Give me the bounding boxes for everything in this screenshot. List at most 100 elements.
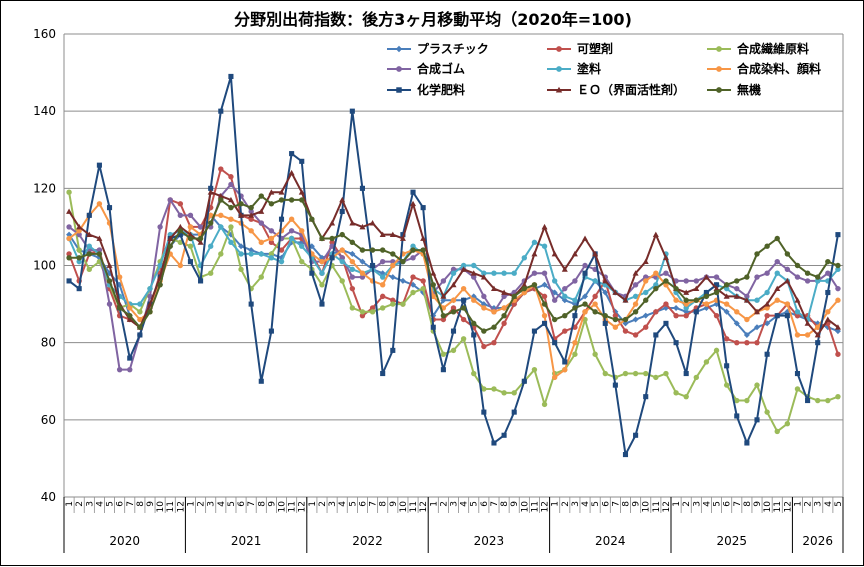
data-point bbox=[723, 282, 730, 288]
data-point bbox=[734, 397, 740, 404]
data-point bbox=[410, 247, 416, 253]
data-point bbox=[187, 235, 194, 242]
data-point bbox=[562, 359, 568, 365]
data-point bbox=[774, 235, 780, 242]
data-point bbox=[683, 301, 689, 307]
month-tick-label: 4 bbox=[95, 501, 105, 507]
data-point bbox=[218, 108, 224, 114]
data-point bbox=[187, 212, 194, 219]
month-tick-label: 3 bbox=[328, 501, 338, 507]
data-point bbox=[395, 45, 403, 53]
data-point bbox=[551, 297, 558, 303]
data-point bbox=[653, 374, 659, 381]
data-point bbox=[430, 293, 436, 300]
data-point bbox=[774, 428, 780, 435]
data-point bbox=[834, 324, 841, 330]
month-tick-label: 2 bbox=[561, 501, 571, 507]
data-point bbox=[86, 212, 92, 218]
data-point bbox=[440, 293, 447, 299]
data-point bbox=[592, 351, 598, 357]
data-point bbox=[632, 301, 639, 307]
data-point bbox=[268, 189, 275, 195]
data-point bbox=[734, 413, 740, 419]
data-point bbox=[389, 274, 396, 281]
data-point bbox=[177, 223, 184, 230]
data-point bbox=[754, 382, 760, 388]
data-point bbox=[268, 239, 275, 246]
data-point bbox=[481, 409, 487, 415]
data-point bbox=[430, 282, 436, 288]
data-point bbox=[400, 232, 406, 238]
year-label: 2023 bbox=[474, 534, 505, 548]
month-tick-label: 9 bbox=[510, 501, 520, 507]
data-point bbox=[450, 328, 457, 334]
data-point bbox=[804, 270, 811, 276]
data-point bbox=[491, 339, 497, 346]
legend-entry: プラスチック bbox=[387, 41, 489, 56]
data-point bbox=[754, 274, 760, 280]
data-point bbox=[319, 270, 325, 276]
data-point bbox=[683, 297, 689, 303]
legend-entry: 無機 bbox=[707, 82, 761, 97]
data-point bbox=[106, 278, 113, 284]
data-point bbox=[309, 216, 315, 222]
data-point bbox=[86, 266, 92, 273]
y-tick-label: 160 bbox=[33, 27, 56, 41]
data-point bbox=[329, 235, 335, 242]
data-point bbox=[713, 289, 720, 296]
data-point bbox=[197, 235, 204, 242]
data-point bbox=[551, 250, 558, 257]
data-point bbox=[703, 289, 709, 296]
data-point bbox=[815, 324, 821, 330]
data-point bbox=[572, 297, 578, 303]
data-point bbox=[713, 274, 720, 280]
data-point bbox=[602, 312, 608, 319]
data-point bbox=[370, 262, 376, 269]
data-point bbox=[491, 270, 497, 276]
data-point bbox=[450, 297, 457, 303]
data-point bbox=[460, 305, 467, 311]
data-point bbox=[582, 262, 588, 269]
year-label: 2026 bbox=[802, 534, 833, 548]
month-tick-label: 4 bbox=[338, 501, 348, 507]
data-point bbox=[582, 235, 589, 241]
data-point bbox=[663, 370, 669, 377]
data-point bbox=[481, 270, 487, 276]
month-tick-label: 4 bbox=[581, 501, 591, 507]
data-point bbox=[622, 452, 629, 458]
month-tick-label: 12 bbox=[541, 501, 551, 512]
data-point bbox=[288, 216, 295, 222]
data-point bbox=[481, 386, 487, 392]
data-point bbox=[471, 370, 477, 377]
data-point bbox=[359, 309, 366, 315]
data-point bbox=[390, 301, 396, 307]
data-point bbox=[126, 316, 133, 322]
data-point bbox=[764, 270, 770, 276]
data-point bbox=[633, 432, 639, 438]
data-point bbox=[511, 293, 517, 300]
data-point bbox=[531, 250, 538, 257]
month-tick-label: 12 bbox=[176, 501, 186, 512]
data-point bbox=[137, 301, 143, 307]
data-point bbox=[723, 293, 730, 299]
data-point bbox=[562, 328, 568, 334]
data-point bbox=[96, 235, 103, 241]
month-tick-label: 3 bbox=[814, 501, 824, 507]
data-point bbox=[460, 262, 467, 269]
legend-label: 化学肥料 bbox=[417, 82, 465, 97]
month-tick-label: 10 bbox=[520, 501, 530, 513]
data-point bbox=[794, 332, 801, 338]
chart-title: 分野別出荷指数：後方3ヶ月移動平均（2020年=100) bbox=[234, 10, 632, 29]
data-point bbox=[258, 274, 264, 280]
legend-label: 合成ゴム bbox=[417, 61, 465, 76]
month-tick-label: 5 bbox=[106, 501, 116, 507]
data-point bbox=[440, 351, 447, 357]
data-point bbox=[531, 270, 538, 276]
data-point bbox=[177, 228, 184, 234]
month-tick-label: 10 bbox=[763, 501, 773, 513]
data-point bbox=[278, 189, 285, 195]
data-point bbox=[248, 204, 254, 211]
data-point bbox=[207, 243, 214, 249]
data-point bbox=[556, 66, 562, 72]
